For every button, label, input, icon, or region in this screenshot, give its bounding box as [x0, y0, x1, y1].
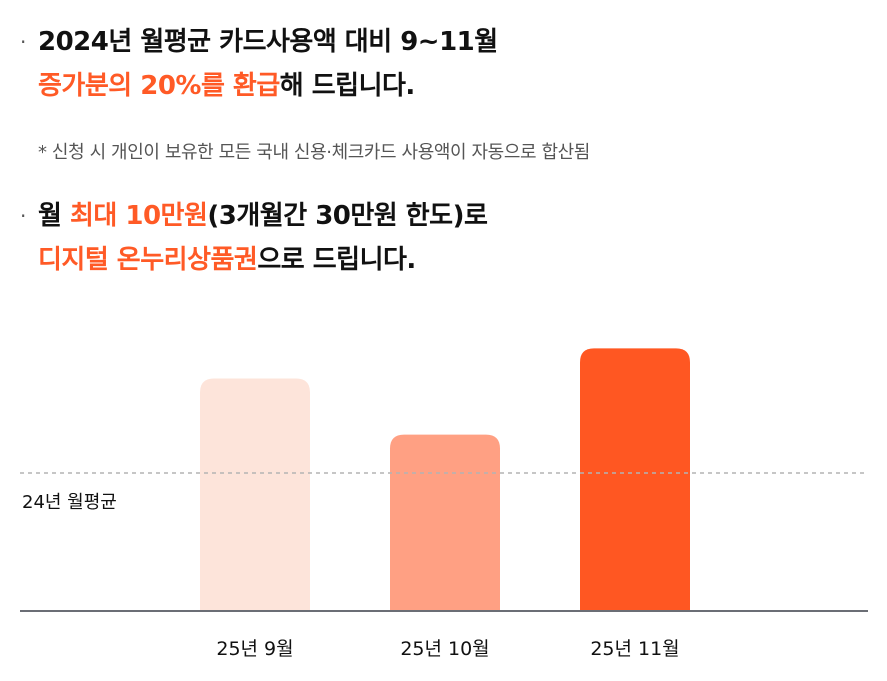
point-1-text: 2024년 월평균 카드사용액 대비 9~11월: [38, 27, 498, 57]
average-reference-label: 24년 월평균: [22, 492, 117, 513]
x-tick-label: 25년 10월: [400, 638, 489, 660]
point-1-highlight: 증가분의 20%를 환급: [38, 71, 280, 101]
x-tick-label: 25년 9월: [216, 638, 293, 660]
point-1-rest: 해 드립니다.: [279, 71, 416, 101]
point-2-line-2: 디지털 온누리상품권으로 드립니다.: [20, 238, 487, 282]
bar-1: [200, 378, 310, 610]
point-1-line-1: · 2024년 월평균 카드사용액 대비 9~11월: [20, 20, 498, 64]
point-2-rest-2: 으로 드립니다.: [257, 245, 416, 275]
point-1-line-2: 증가분의 20%를 환급해 드립니다.: [20, 64, 498, 108]
point-2-line-1: · 월 최대 10만원(3개월간 30만원 한도)로: [20, 194, 488, 238]
bar-2: [390, 434, 500, 610]
footnote: * 신청 시 개인이 보유한 모든 국내 신용·체크카드 사용액이 자동으로 합…: [38, 142, 590, 163]
point-2-text-a: 월: [38, 201, 70, 231]
point-2-highlight-1: 최대 10만원: [69, 201, 208, 231]
bullet: ·: [20, 30, 26, 54]
point-2: · 월 최대 10만원(3개월간 30만원 한도)로 디지털 온누리상품권으로 드…: [20, 194, 488, 282]
bar-3: [580, 348, 690, 610]
point-1: · 2024년 월평균 카드사용액 대비 9~11월 증가분의 20%를 환급해 …: [20, 20, 498, 108]
point-2-highlight-2: 디지털 온누리상품권: [38, 245, 258, 275]
point-2-rest-1: (3개월간 30만원 한도)로: [207, 201, 488, 231]
x-tick-label: 25년 11월: [590, 638, 679, 660]
bullet: ·: [20, 204, 26, 228]
